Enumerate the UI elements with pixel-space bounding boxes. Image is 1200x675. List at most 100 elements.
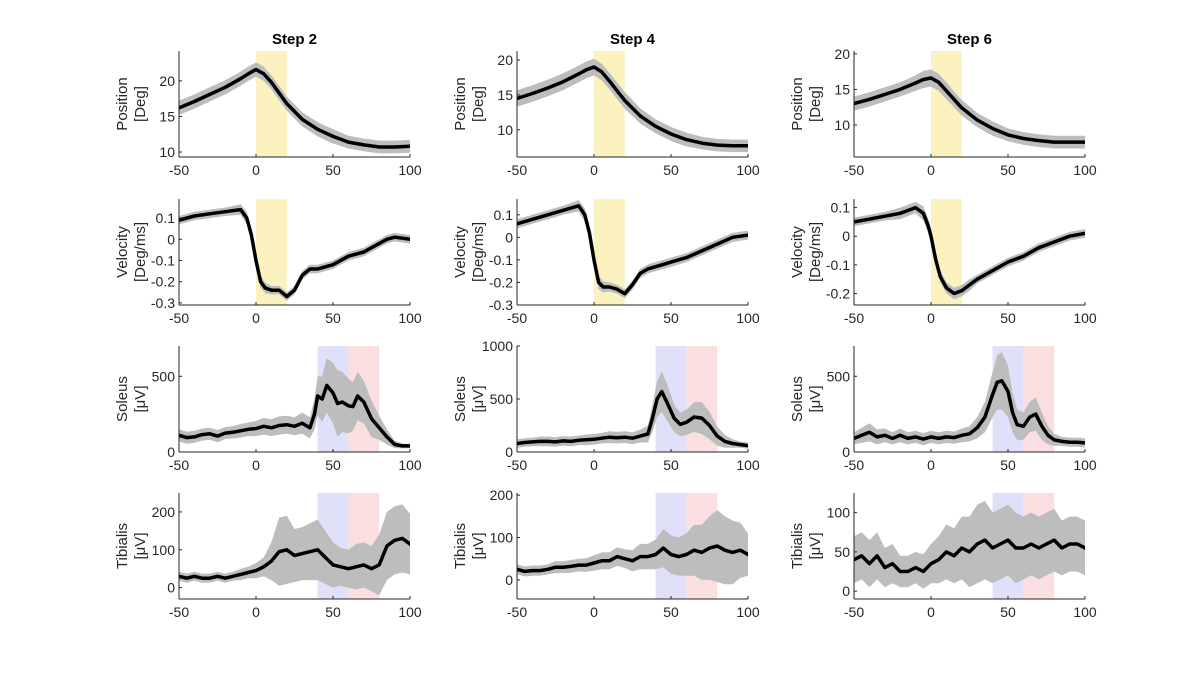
y-tick-label: 0 bbox=[842, 583, 850, 599]
y-axis-label: [μV] bbox=[807, 386, 824, 413]
x-tick-label: 50 bbox=[663, 604, 679, 620]
x-tick-label: 0 bbox=[590, 457, 598, 473]
subplot-r0-c0: -50 0 50 100 10 15 20 Step 2 Position [Deg] bbox=[114, 31, 422, 178]
x-tick-label: -50 bbox=[169, 604, 189, 620]
series-line bbox=[179, 67, 410, 149]
y-axis-label: Tibialis bbox=[789, 523, 806, 569]
x-tick-label: 100 bbox=[1073, 162, 1097, 178]
y-axis-label: [μV] bbox=[132, 533, 149, 560]
x-tick-label: -50 bbox=[844, 457, 864, 473]
y-axis-label: Tibialis bbox=[452, 523, 469, 569]
subplot-r0-c1: -50 0 50 100 10 15 20 Step 4 Position [Deg] bbox=[452, 31, 760, 178]
subplot-r1-c2: -50 0 50 100 -0.2 -0.1 0 0.1 Velocity [Deg/ms] bbox=[789, 199, 1097, 326]
y-axis-label: [Deg] bbox=[470, 86, 487, 122]
x-tick-label: 50 bbox=[325, 457, 341, 473]
series-line bbox=[854, 538, 1085, 574]
x-tick-label: -50 bbox=[169, 457, 189, 473]
y-tick-label: 20 bbox=[497, 52, 513, 68]
x-tick-label: -50 bbox=[507, 457, 527, 473]
y-tick-label: 1000 bbox=[482, 338, 513, 354]
series-line bbox=[854, 205, 1085, 296]
x-tick-label: 100 bbox=[1073, 310, 1097, 326]
y-axis-label: Velocity bbox=[789, 226, 806, 278]
y-tick-label: 0 bbox=[505, 229, 513, 245]
x-tick-label: 0 bbox=[590, 604, 598, 620]
y-tick-label: -0.1 bbox=[489, 252, 513, 268]
x-tick-label: -50 bbox=[507, 310, 527, 326]
y-tick-label: 100 bbox=[827, 505, 851, 521]
y-tick-label: 0 bbox=[167, 231, 175, 247]
x-tick-label: 100 bbox=[398, 162, 422, 178]
x-tick-label: 0 bbox=[927, 604, 935, 620]
x-tick-label: 100 bbox=[398, 310, 422, 326]
y-axis-label: Soleus bbox=[452, 376, 469, 422]
y-tick-label: 0.1 bbox=[831, 200, 851, 216]
x-tick-label: -50 bbox=[169, 310, 189, 326]
y-axis-label: [μV] bbox=[470, 386, 487, 413]
y-tick-label: 0.1 bbox=[494, 207, 514, 223]
y-tick-label: 0.1 bbox=[156, 210, 176, 226]
series-band bbox=[179, 62, 410, 154]
y-tick-label: 500 bbox=[152, 368, 176, 384]
y-axis-label: [Deg/ms] bbox=[132, 222, 149, 282]
x-tick-label: -50 bbox=[169, 162, 189, 178]
y-tick-label: 0 bbox=[842, 228, 850, 244]
y-tick-label: 200 bbox=[152, 504, 176, 520]
subplot-r3-c0: -50 0 50 100 0 100 200 Tibialis [μV] bbox=[114, 493, 422, 620]
series-band bbox=[854, 201, 1085, 300]
y-tick-label: 500 bbox=[827, 368, 851, 384]
y-tick-label: 0 bbox=[505, 572, 513, 588]
series-line bbox=[517, 544, 748, 574]
y-tick-label: -0.2 bbox=[151, 274, 175, 290]
series-line bbox=[517, 65, 748, 148]
y-axis-label: Velocity bbox=[114, 226, 131, 278]
series-line bbox=[179, 207, 410, 299]
x-tick-label: 50 bbox=[325, 162, 341, 178]
x-tick-label: 100 bbox=[736, 457, 760, 473]
subplot-r1-c1: -50 0 50 100 -0.3 -0.2 -0.1 0 0.1 Velocity [Deg/ms… bbox=[452, 199, 760, 326]
x-tick-label: 100 bbox=[1073, 457, 1097, 473]
x-tick-label: -50 bbox=[844, 604, 864, 620]
subplot-r0-c2: -50 0 50 100 10 15 20 Step 6 Position [Deg] bbox=[789, 31, 1097, 178]
y-tick-label: 50 bbox=[834, 544, 850, 560]
y-tick-label: 20 bbox=[834, 46, 850, 62]
x-tick-label: 50 bbox=[663, 457, 679, 473]
y-tick-label: 10 bbox=[159, 144, 175, 160]
y-axis-label: [μV] bbox=[470, 533, 487, 560]
y-tick-label: -0.2 bbox=[826, 286, 850, 302]
y-tick-label: 15 bbox=[497, 87, 513, 103]
y-tick-label: 15 bbox=[834, 81, 850, 97]
x-tick-label: 100 bbox=[398, 457, 422, 473]
x-tick-label: 0 bbox=[252, 162, 260, 178]
subplot-r1-c0: -50 0 50 100 -0.3 -0.2 -0.1 0 0.1 Velocity [Deg/ms… bbox=[114, 199, 422, 326]
y-tick-label: 0 bbox=[505, 444, 513, 460]
y-tick-label: 10 bbox=[834, 117, 850, 133]
subplot-title: Step 4 bbox=[610, 31, 656, 48]
x-tick-label: 0 bbox=[927, 162, 935, 178]
y-axis-label: [Deg] bbox=[807, 86, 824, 122]
y-tick-label: 0 bbox=[167, 444, 175, 460]
x-tick-label: 50 bbox=[325, 604, 341, 620]
series-band bbox=[179, 504, 410, 596]
x-tick-label: 100 bbox=[736, 310, 760, 326]
x-tick-label: 100 bbox=[1073, 604, 1097, 620]
x-tick-label: 0 bbox=[927, 457, 935, 473]
series-band bbox=[854, 69, 1085, 149]
series-line bbox=[854, 76, 1085, 144]
y-axis-label: Position bbox=[114, 77, 131, 130]
x-tick-label: -50 bbox=[844, 310, 864, 326]
x-tick-label: 100 bbox=[736, 162, 760, 178]
x-tick-label: 50 bbox=[1000, 162, 1016, 178]
series-line bbox=[854, 379, 1085, 445]
x-tick-label: 50 bbox=[325, 310, 341, 326]
y-tick-label: 100 bbox=[490, 530, 514, 546]
y-tick-label: 10 bbox=[497, 122, 513, 138]
subplot-title: Step 2 bbox=[272, 31, 317, 48]
series-band bbox=[517, 58, 748, 153]
x-tick-label: -50 bbox=[507, 162, 527, 178]
y-tick-label: 200 bbox=[490, 487, 514, 503]
